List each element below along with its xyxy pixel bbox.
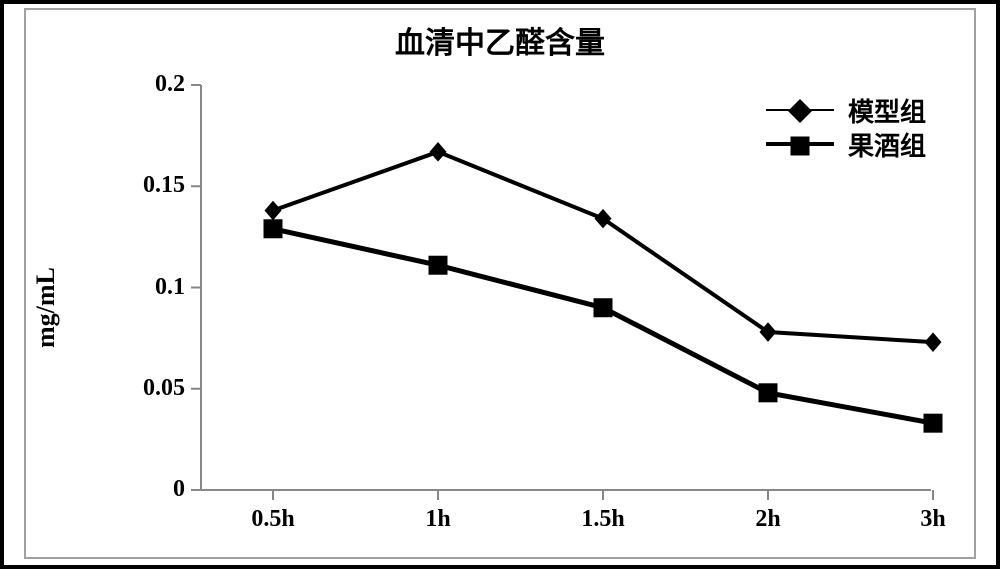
diamond-marker-icon xyxy=(265,201,282,221)
diamond-marker-icon xyxy=(925,332,942,352)
square-marker-icon xyxy=(759,383,778,402)
square-marker-icon xyxy=(429,256,448,275)
diamond-marker-icon xyxy=(595,209,612,229)
chart-outer-frame: 血清中乙醛含量 mg/mL 00.050.10.150.2 0.5h1h1.5h… xyxy=(0,0,1000,569)
square-marker-icon xyxy=(264,219,283,238)
chart-plot-area xyxy=(26,10,986,569)
square-marker-icon xyxy=(924,414,943,433)
chart-inner-frame: 血清中乙醛含量 mg/mL 00.050.10.150.2 0.5h1h1.5h… xyxy=(24,8,976,559)
series-line xyxy=(273,229,933,423)
square-marker-icon xyxy=(594,298,613,317)
diamond-marker-icon xyxy=(430,142,447,162)
diamond-marker-icon xyxy=(760,322,777,342)
